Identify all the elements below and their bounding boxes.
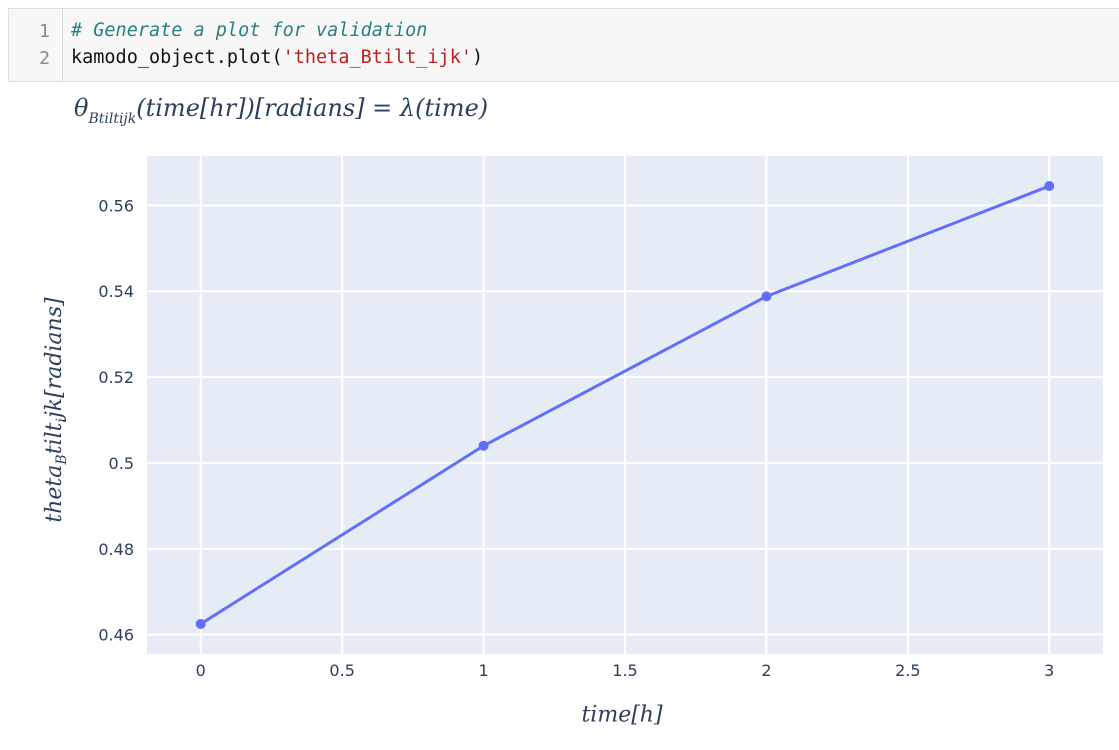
ylabel-main: theta — [42, 464, 67, 523]
code-comment: # Generate a plot for validation — [71, 20, 428, 41]
plot-title: θBtiltijk(time[hr])[radians] = λ(time) — [74, 94, 488, 127]
code-call-suffix: ) — [471, 47, 484, 68]
data-point — [1044, 181, 1055, 192]
x-tick-label: 3 — [1044, 661, 1054, 680]
ylabel-subscript-2: i — [54, 418, 70, 423]
x-tick-label: 1 — [478, 661, 488, 680]
y-tick-label: 0.5 — [109, 454, 134, 473]
ylabel-subscript: B — [54, 454, 70, 465]
data-point — [195, 618, 206, 629]
y-tick-label: 0.54 — [98, 282, 134, 301]
title-subscript: Btiltijk — [88, 111, 137, 127]
x-tick-label: 0.5 — [329, 661, 354, 680]
x-tick-label: 2 — [761, 661, 771, 680]
series-line — [199, 184, 1050, 626]
data-point — [478, 440, 489, 451]
title-rest: (time[hr])[radians] = λ(time) — [136, 94, 489, 122]
code-line-call[interactable]: kamodo_object.plot('theta_Btilt_ijk') — [71, 47, 483, 68]
ylabel-rest: jk[radians] — [42, 297, 67, 419]
y-tick-label: 0.52 — [98, 368, 134, 387]
y-gridlines — [147, 204, 1103, 636]
x-axis-label: time[h] — [581, 702, 663, 728]
code-cell[interactable]: 1 2 # Generate a plot for validation kam… — [8, 8, 1119, 82]
data-point — [761, 291, 772, 302]
title-theta: θ — [74, 94, 89, 122]
code-string-arg: 'theta_Btilt_ijk' — [282, 47, 472, 68]
y-tick-label: 0.48 — [98, 540, 134, 559]
y-tick-label: 0.56 — [98, 196, 134, 215]
line-number: 2 — [39, 48, 50, 69]
x-tick-label: 0 — [196, 661, 206, 680]
y-axis-label: thetaBtiltijk[radians] — [42, 297, 70, 522]
code-line-comment[interactable]: # Generate a plot for validation — [71, 20, 427, 41]
y-tick-label: 0.46 — [98, 626, 134, 645]
y-tick-labels: 0.46 0.48 0.5 0.52 0.54 0.56 — [98, 196, 134, 644]
x-tick-label: 1.5 — [612, 661, 637, 680]
code-call-prefix: kamodo_object.plot( — [71, 47, 283, 68]
x-gridlines — [199, 156, 1051, 654]
ylabel-mid: tilt — [42, 422, 67, 455]
x-tick-label: 2.5 — [895, 661, 920, 680]
x-tick-labels: 0 0.5 1 1.5 2 2.5 3 — [196, 661, 1055, 680]
series-group — [195, 181, 1055, 629]
line-number-gutter: 1 2 — [9, 9, 63, 81]
line-number: 1 — [39, 21, 50, 42]
